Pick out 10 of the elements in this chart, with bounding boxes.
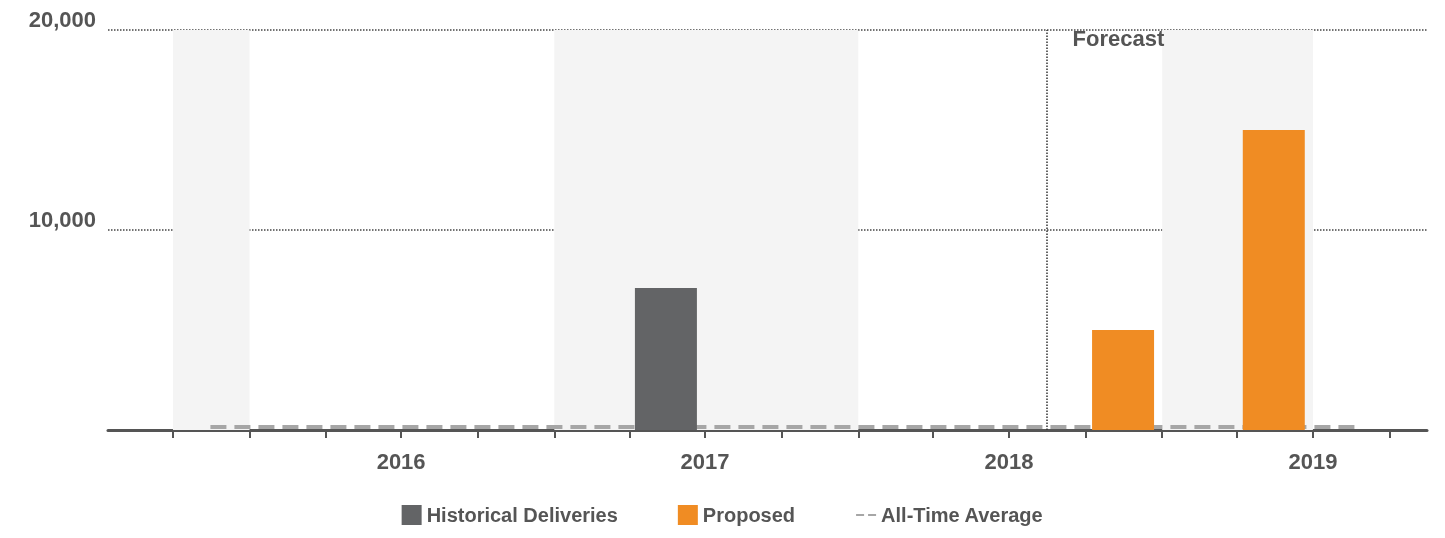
legend-label: Historical Deliveries: [426, 504, 618, 526]
y-tick-label: 10,000: [28, 206, 96, 232]
legend-label: All-Time Average: [881, 504, 1043, 526]
ref-line-label: Forecast: [1072, 25, 1165, 51]
x-tick-label: 2016: [376, 448, 426, 474]
legend-label: Proposed: [702, 504, 796, 526]
x-tick-label: 2018: [984, 448, 1034, 474]
x-tick-label: 2019: [1288, 448, 1338, 474]
x-tick-label: 2017: [680, 448, 730, 474]
y-tick-label: 20,000: [28, 6, 96, 32]
